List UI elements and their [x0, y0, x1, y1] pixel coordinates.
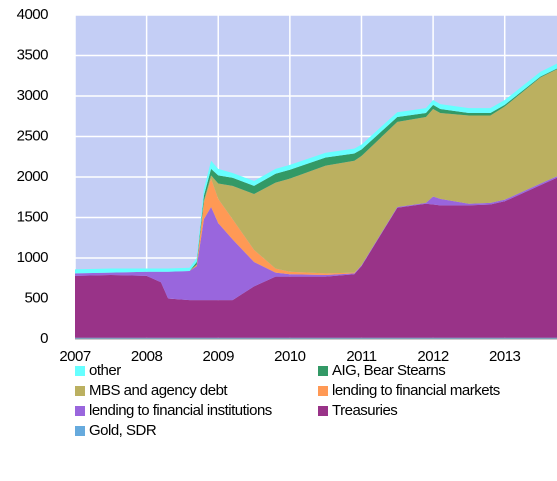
legend-label: Treasuries [332, 402, 397, 419]
area [75, 177, 557, 338]
legend-swatch [75, 426, 85, 436]
y-tick-label: 0 [40, 330, 48, 347]
y-tick-label: 1000 [17, 249, 49, 266]
legend-swatch [318, 406, 328, 416]
legend-swatch [75, 406, 85, 416]
y-tick-label: 2000 [17, 168, 49, 185]
x-tick-label: 2012 [417, 348, 449, 365]
y-tick-label: 500 [24, 289, 48, 306]
x-tick-label: 2010 [274, 348, 306, 365]
legend-label: MBS and agency debt [89, 382, 228, 399]
x-tick-label: 2008 [131, 348, 163, 365]
legend-swatch [75, 366, 85, 376]
y-tick-label: 1500 [17, 208, 49, 225]
y-tick-label: 4000 [17, 6, 49, 23]
x-tick-label: 2009 [203, 348, 235, 365]
area [75, 176, 557, 301]
y-tick-label: 2500 [17, 127, 49, 144]
legend-swatch [318, 366, 328, 376]
x-tick-label: 2013 [489, 348, 521, 365]
legend-swatch [318, 386, 328, 396]
legend-swatch [75, 386, 85, 396]
area [75, 69, 557, 274]
legend-label: Gold, SDR [89, 422, 157, 439]
legend-label: AIG, Bear Stearns [332, 362, 445, 379]
legend-label: other [89, 362, 121, 379]
y-tick-label: 3500 [17, 46, 49, 63]
x-tick-label: 2007 [59, 348, 91, 365]
x-tick-label: 2011 [346, 348, 376, 365]
y-tick-label: 3000 [17, 87, 49, 104]
legend-label: lending to financial institutions [89, 402, 272, 419]
legend-label: lending to financial markets [332, 382, 500, 399]
